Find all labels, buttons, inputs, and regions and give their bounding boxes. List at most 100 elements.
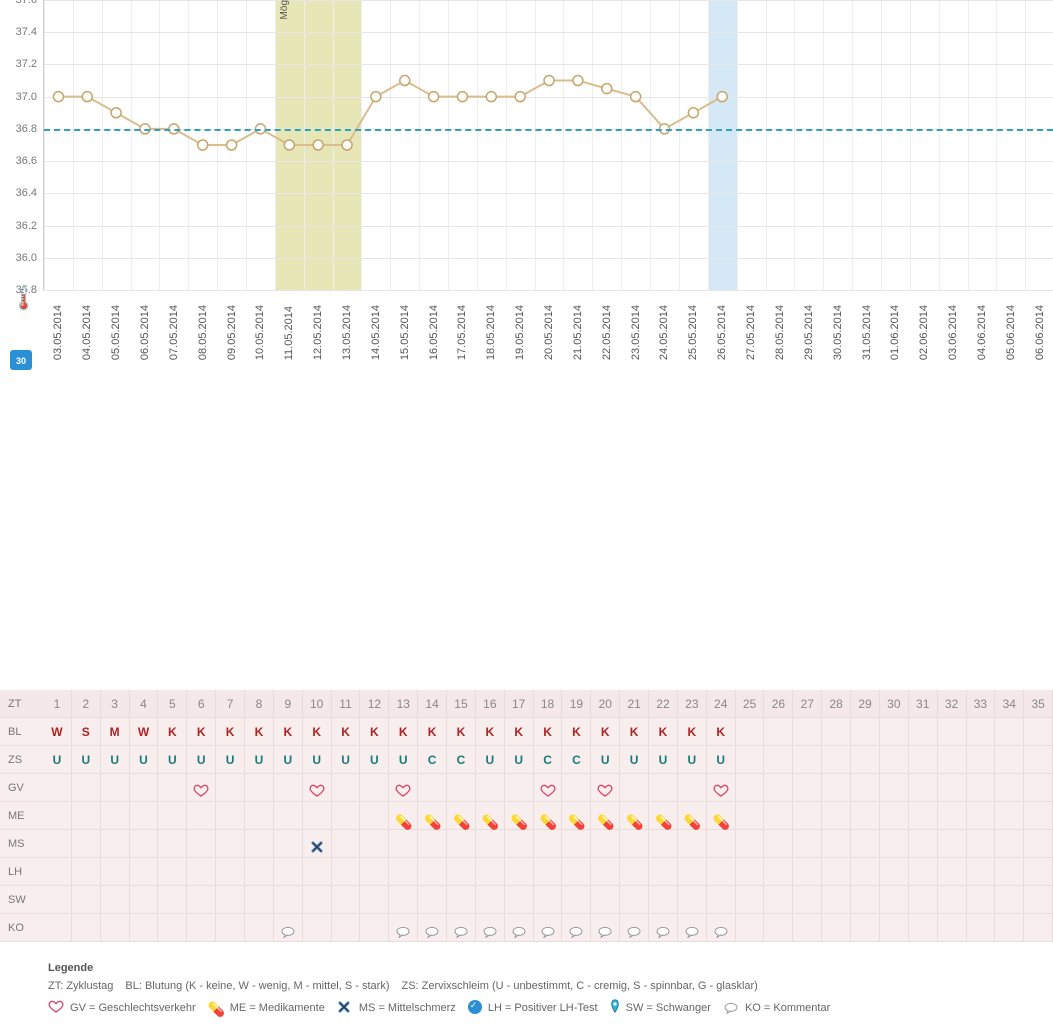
cell [418, 914, 447, 942]
cell [793, 746, 822, 774]
cell [216, 802, 245, 830]
cell [880, 914, 909, 942]
cell: 19 [562, 690, 591, 718]
pills-icon: 💊 [453, 808, 469, 824]
cell [736, 774, 765, 802]
heart-icon [395, 780, 411, 796]
cell: U [649, 746, 678, 774]
speech-icon [280, 920, 296, 936]
cell [274, 774, 303, 802]
cell: U [505, 746, 534, 774]
y-tick: 36.0 [16, 252, 37, 264]
y-tick: 37.2 [16, 58, 37, 70]
cell [1024, 886, 1053, 914]
y-tick: 36.4 [16, 187, 37, 199]
date-label: 30.05.2014 [832, 305, 844, 360]
cell [851, 746, 880, 774]
calendar-icon: 30 [10, 350, 32, 370]
cell [1024, 746, 1053, 774]
cell: U [332, 746, 361, 774]
cell [967, 718, 996, 746]
cell [534, 774, 563, 802]
cell [245, 886, 274, 914]
cell [620, 886, 649, 914]
row-label: MS [0, 838, 43, 850]
y-tick: 36.2 [16, 220, 37, 232]
pills-icon: 💊 [511, 808, 527, 824]
pills-icon: 💊 [482, 808, 498, 824]
cell [274, 914, 303, 942]
cell: 23 [678, 690, 707, 718]
cell: 💊 [505, 802, 534, 830]
cell [938, 746, 967, 774]
cell [909, 914, 938, 942]
cell: U [620, 746, 649, 774]
cell: 7 [216, 690, 245, 718]
heart-icon [193, 780, 209, 796]
cell [822, 914, 851, 942]
cell [72, 802, 101, 830]
cell: K [447, 718, 476, 746]
cell [822, 858, 851, 886]
cell: K [158, 718, 187, 746]
cell: W [130, 718, 159, 746]
cell: 26 [764, 690, 793, 718]
cell [851, 914, 880, 942]
date-label: 22.05.2014 [601, 305, 613, 360]
cell [707, 914, 736, 942]
cell: 💊 [649, 802, 678, 830]
cell: 11 [332, 690, 361, 718]
cell [418, 886, 447, 914]
cell [938, 774, 967, 802]
cell [303, 858, 332, 886]
date-label: 15.05.2014 [399, 305, 411, 360]
cell [505, 886, 534, 914]
date-label: 12.05.2014 [312, 305, 324, 360]
cell [534, 830, 563, 858]
cell: U [245, 746, 274, 774]
cell [130, 858, 159, 886]
cell [447, 886, 476, 914]
cell: 22 [649, 690, 678, 718]
cell [851, 886, 880, 914]
pills-icon: 💊 [540, 808, 556, 824]
date-label: 04.05.2014 [81, 305, 93, 360]
cell [967, 774, 996, 802]
cell [158, 774, 187, 802]
cell [101, 802, 130, 830]
date-label: 06.06.2014 [1034, 305, 1046, 360]
cell: K [678, 718, 707, 746]
cell [43, 914, 72, 942]
cell [591, 858, 620, 886]
cell [649, 914, 678, 942]
cell [187, 774, 216, 802]
cell: K [505, 718, 534, 746]
cell [476, 886, 505, 914]
cell [389, 858, 418, 886]
cell [909, 718, 938, 746]
cell [880, 746, 909, 774]
cell [678, 830, 707, 858]
cell [447, 914, 476, 942]
cell: 💊 [562, 802, 591, 830]
cell [822, 718, 851, 746]
cell [303, 802, 332, 830]
date-label: 09.05.2014 [226, 305, 238, 360]
cell [591, 914, 620, 942]
cell [1024, 858, 1053, 886]
date-label: 06.05.2014 [139, 305, 151, 360]
cell [562, 886, 591, 914]
cell [187, 886, 216, 914]
cell [245, 858, 274, 886]
cell [649, 886, 678, 914]
date-label: 20.05.2014 [543, 305, 555, 360]
cell: 27 [793, 690, 822, 718]
date-label: 11.05.2014 [283, 306, 295, 360]
cell: 16 [476, 690, 505, 718]
cell: K [591, 718, 620, 746]
cell: 24 [707, 690, 736, 718]
cell [1024, 718, 1053, 746]
cell [534, 886, 563, 914]
heart-icon [713, 780, 729, 796]
cell [793, 802, 822, 830]
